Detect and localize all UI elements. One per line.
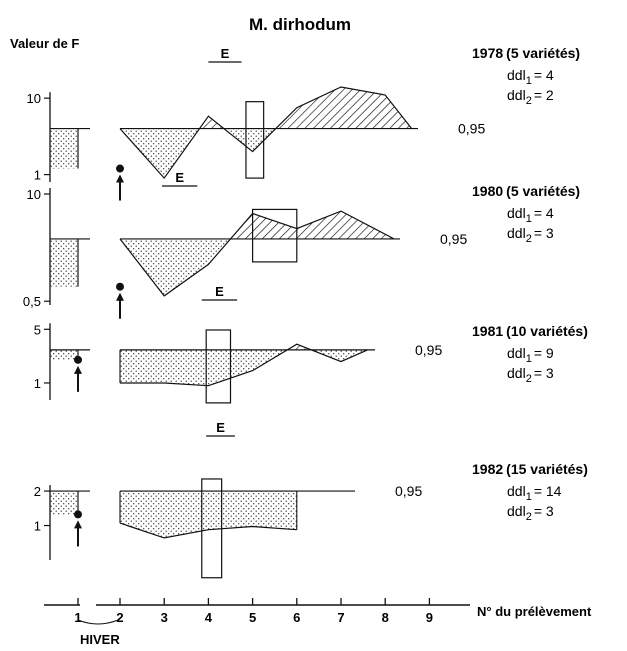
ddl1: ddl1 = 4 xyxy=(507,67,554,87)
panel-heading: 1982 (15 variétés) xyxy=(472,461,588,477)
winter-arrow-head xyxy=(74,520,82,529)
chart-title: M. dirhodum xyxy=(249,15,351,34)
winter-label: HIVER xyxy=(80,632,120,647)
f-tick-label: 2 xyxy=(34,484,41,499)
f-tick-label: 10 xyxy=(27,187,41,202)
f-tick-label: 10 xyxy=(27,91,41,106)
panel-heading: 1978 (5 variétés) xyxy=(472,45,580,61)
winter-arrow-head xyxy=(116,292,124,301)
area-above-threshold xyxy=(275,87,412,129)
f-tick-label: 1 xyxy=(34,519,41,534)
winter-arrow-head xyxy=(74,365,82,374)
area-below-threshold xyxy=(223,128,276,152)
f-curve xyxy=(119,86,413,180)
x-axis-label: N° du prélèvement xyxy=(477,604,592,619)
x-tick-label: 9 xyxy=(426,610,433,625)
winter-area xyxy=(50,128,78,169)
x-tick-label: 7 xyxy=(337,610,344,625)
ddl1: ddl1 = 9 xyxy=(507,345,554,365)
area-above-threshold xyxy=(230,211,394,239)
threshold-label: 0,95 xyxy=(415,342,442,358)
x-tick-label: 3 xyxy=(161,610,168,625)
threshold-label: 0,95 xyxy=(440,231,467,247)
test-box xyxy=(201,478,223,579)
x-tick-label: 2 xyxy=(116,610,123,625)
f-tick-label: 5 xyxy=(34,322,41,337)
x-ticks: 1 2 3 4 5 6 7 8 9 xyxy=(74,598,433,625)
x-tick-label: 8 xyxy=(382,610,389,625)
f-curve xyxy=(120,343,368,387)
f-curve xyxy=(119,522,297,539)
winter-point xyxy=(74,510,82,519)
threshold-label: 0,95 xyxy=(395,483,422,499)
winter-arrow-head xyxy=(116,174,124,183)
area-below-threshold xyxy=(120,128,200,179)
area-above-threshold xyxy=(199,116,224,129)
e-label: E xyxy=(216,420,225,435)
y-axis-label: Valeur de F xyxy=(10,36,79,51)
winter-brace xyxy=(77,619,119,625)
area-below-threshold xyxy=(311,349,368,362)
x-axis: 1 2 3 4 5 6 7 8 9 HIVER N° du prélèvement xyxy=(44,598,592,647)
ddl1: ddl1 = 14 xyxy=(507,483,562,503)
winter-area xyxy=(50,491,78,515)
x-tick-label: 6 xyxy=(293,610,300,625)
winter-point xyxy=(74,355,82,364)
test-box xyxy=(252,208,298,263)
x-tick-label: 5 xyxy=(249,610,256,625)
f-tick-label: 1 xyxy=(34,168,41,183)
ddl1: ddl1 = 4 xyxy=(507,205,554,225)
e-label: E xyxy=(221,46,230,61)
winter-area xyxy=(50,349,78,360)
winter-point xyxy=(116,282,124,291)
panel-heading: 1981 (10 variétés) xyxy=(472,323,588,339)
area-below-threshold xyxy=(120,349,288,386)
e-label: E xyxy=(175,170,184,185)
ddl2: ddl2 = 3 xyxy=(507,225,554,245)
winter-area xyxy=(50,238,78,287)
panel-heading: 1980 (5 variétés) xyxy=(472,183,580,199)
ddl2: ddl2 = 3 xyxy=(507,503,554,523)
test-box xyxy=(205,329,232,404)
f-tick-label: 0,5 xyxy=(23,294,41,309)
area-below-threshold xyxy=(120,238,231,296)
area-below-threshold xyxy=(120,491,297,538)
test-box xyxy=(245,101,265,179)
e-label: E xyxy=(215,284,224,299)
x-tick-label: 4 xyxy=(205,610,213,625)
x-tick-label: 1 xyxy=(74,610,81,625)
ddl2: ddl2 = 2 xyxy=(507,87,554,107)
area-above-threshold xyxy=(287,344,312,350)
f-tick-label: 1 xyxy=(34,376,41,391)
winter-point xyxy=(116,164,124,173)
ddl2: ddl2 = 3 xyxy=(507,365,554,385)
threshold-label: 0,95 xyxy=(458,121,485,137)
